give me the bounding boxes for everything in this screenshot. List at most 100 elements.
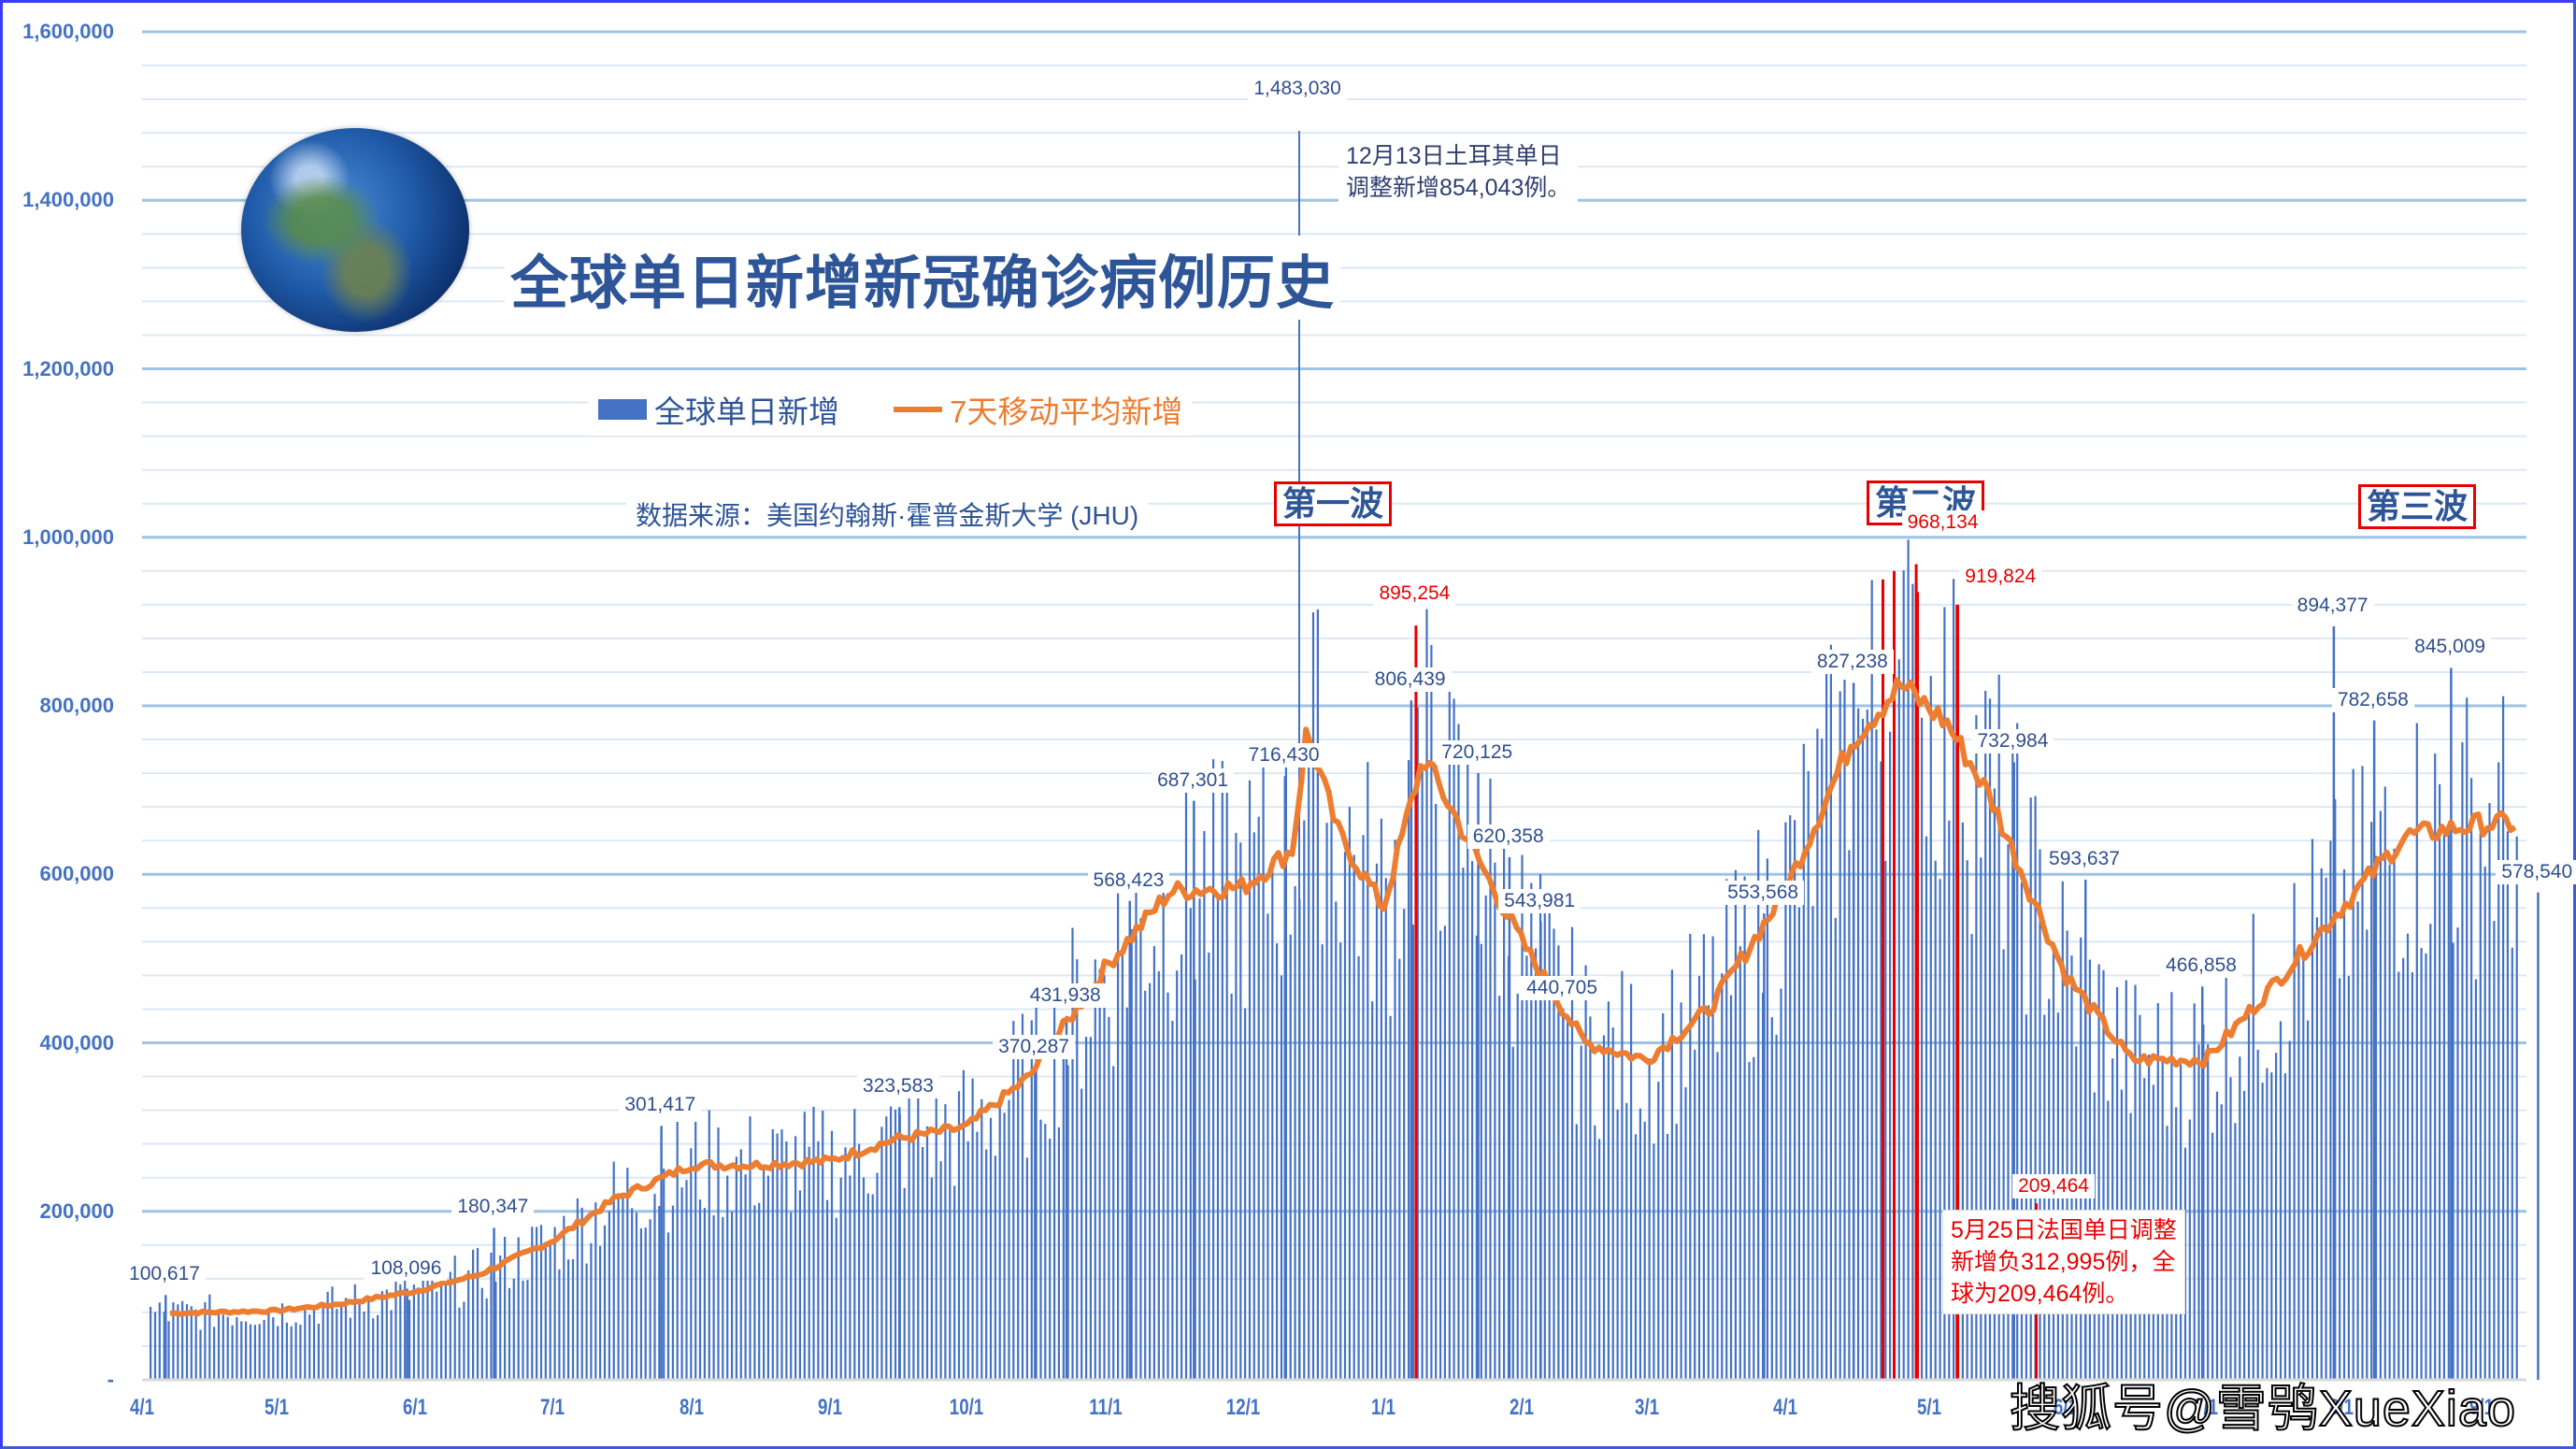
daily-bar xyxy=(1943,607,1946,1380)
daily-bar xyxy=(1139,918,1142,1380)
daily-bar xyxy=(1230,994,1233,1380)
daily-bar xyxy=(331,1286,334,1380)
daily-bar xyxy=(908,1090,910,1380)
daily-bar xyxy=(2466,697,2469,1380)
daily-bar xyxy=(2329,840,2332,1380)
daily-bar xyxy=(1076,959,1079,1380)
daily-bar xyxy=(694,1122,697,1380)
x-tick-label: 6/1 xyxy=(402,1395,428,1420)
daily-bar xyxy=(2315,917,2318,1380)
daily-bar xyxy=(1252,832,1255,1380)
daily-bar xyxy=(204,1301,207,1380)
daily-bar xyxy=(2320,868,2323,1380)
daily-bar xyxy=(690,1148,693,1380)
daily-bar xyxy=(890,1106,893,1380)
legend-item-average: 7天移动平均新增 xyxy=(894,387,1182,432)
data-label: 687,301 xyxy=(1152,768,1235,793)
daily-bar xyxy=(1988,698,1992,1380)
daily-bar xyxy=(453,1255,456,1380)
daily-bar xyxy=(1181,954,1183,1380)
daily-bar xyxy=(326,1291,329,1380)
daily-bar xyxy=(340,1304,343,1380)
labeled-bar xyxy=(1034,1068,1037,1380)
daily-bar xyxy=(1112,1066,1115,1380)
daily-bar xyxy=(1435,804,1438,1380)
daily-bar xyxy=(322,1301,324,1380)
daily-bar xyxy=(1403,909,1406,1380)
daily-bar xyxy=(2356,901,2359,1380)
daily-bar xyxy=(417,1287,420,1380)
daily-bar xyxy=(1725,879,1728,1380)
x-tick-label: 11/1 xyxy=(1089,1395,1123,1420)
daily-bar xyxy=(422,1277,424,1380)
daily-bar xyxy=(1257,816,1260,1380)
daily-bar xyxy=(399,1284,402,1380)
daily-bar xyxy=(1017,1050,1020,1380)
daily-bar xyxy=(2442,832,2445,1380)
daily-bar xyxy=(390,1310,393,1380)
daily-bar xyxy=(2479,833,2482,1380)
daily-bar xyxy=(1535,948,1538,1380)
daily-bar xyxy=(1262,758,1265,1380)
daily-bar xyxy=(185,1304,189,1380)
daily-bar xyxy=(866,1193,869,1380)
daily-bar xyxy=(1829,644,1832,1380)
highlight-bar xyxy=(1916,592,1919,1380)
daily-bar xyxy=(531,1227,534,1380)
daily-bar xyxy=(885,1116,888,1380)
daily-bar xyxy=(539,1225,543,1380)
daily-bar xyxy=(839,1177,842,1380)
daily-bar xyxy=(2156,1003,2159,1380)
daily-bar xyxy=(153,1312,157,1380)
labeled-bar xyxy=(1410,700,1413,1380)
daily-bar xyxy=(2325,877,2327,1380)
daily-bar xyxy=(426,1268,429,1380)
daily-bar xyxy=(1212,759,1215,1380)
legend-daily-label: 全球单日新增 xyxy=(654,395,839,429)
daily-bar xyxy=(1389,1015,1392,1380)
daily-bar xyxy=(1462,868,1465,1380)
daily-bar xyxy=(930,1177,933,1380)
daily-bar xyxy=(1475,935,1478,1380)
daily-bar xyxy=(1648,1058,1651,1380)
daily-bar xyxy=(1117,893,1120,1380)
daily-bar xyxy=(2502,696,2505,1380)
daily-bar xyxy=(1784,822,1787,1380)
y-tick-label: 1,600,000 xyxy=(22,20,114,43)
daily-bar xyxy=(953,1185,956,1380)
daily-bar xyxy=(612,1161,615,1380)
daily-bar xyxy=(817,1141,820,1380)
daily-bar xyxy=(1176,970,1179,1380)
daily-bar xyxy=(2188,1119,2191,1380)
daily-bar xyxy=(2207,1044,2210,1380)
daily-bar xyxy=(2193,1003,2196,1380)
data-label: 370,287 xyxy=(993,1035,1076,1060)
labeled-bar xyxy=(1065,1015,1068,1380)
labeled-bar xyxy=(1508,856,1511,1380)
daily-bar xyxy=(1239,842,1242,1380)
daily-bar xyxy=(2197,1044,2200,1380)
daily-bar xyxy=(1071,927,1074,1380)
daily-bar xyxy=(1594,1125,1596,1380)
daily-bar xyxy=(1884,860,1887,1380)
data-label: 180,347 xyxy=(451,1195,535,1220)
daily-bar xyxy=(935,1087,937,1380)
daily-bar xyxy=(1225,778,1228,1380)
daily-bar xyxy=(245,1321,248,1380)
daily-bar xyxy=(436,1291,438,1380)
daily-bar xyxy=(1611,1027,1614,1380)
daily-bar xyxy=(485,1298,488,1380)
daily-bar xyxy=(2302,951,2305,1380)
daily-bar xyxy=(404,1275,407,1380)
daily-bar xyxy=(1980,857,1982,1380)
daily-bar xyxy=(1343,852,1347,1380)
daily-bar xyxy=(1975,714,1978,1380)
daily-bar xyxy=(2447,827,2450,1380)
daily-bar xyxy=(1897,659,1900,1380)
daily-bar xyxy=(1144,990,1147,1380)
daily-bar xyxy=(1811,906,1814,1380)
daily-bar xyxy=(976,1131,979,1380)
daily-bar xyxy=(671,1205,674,1380)
daily-bar xyxy=(2261,1083,2264,1380)
